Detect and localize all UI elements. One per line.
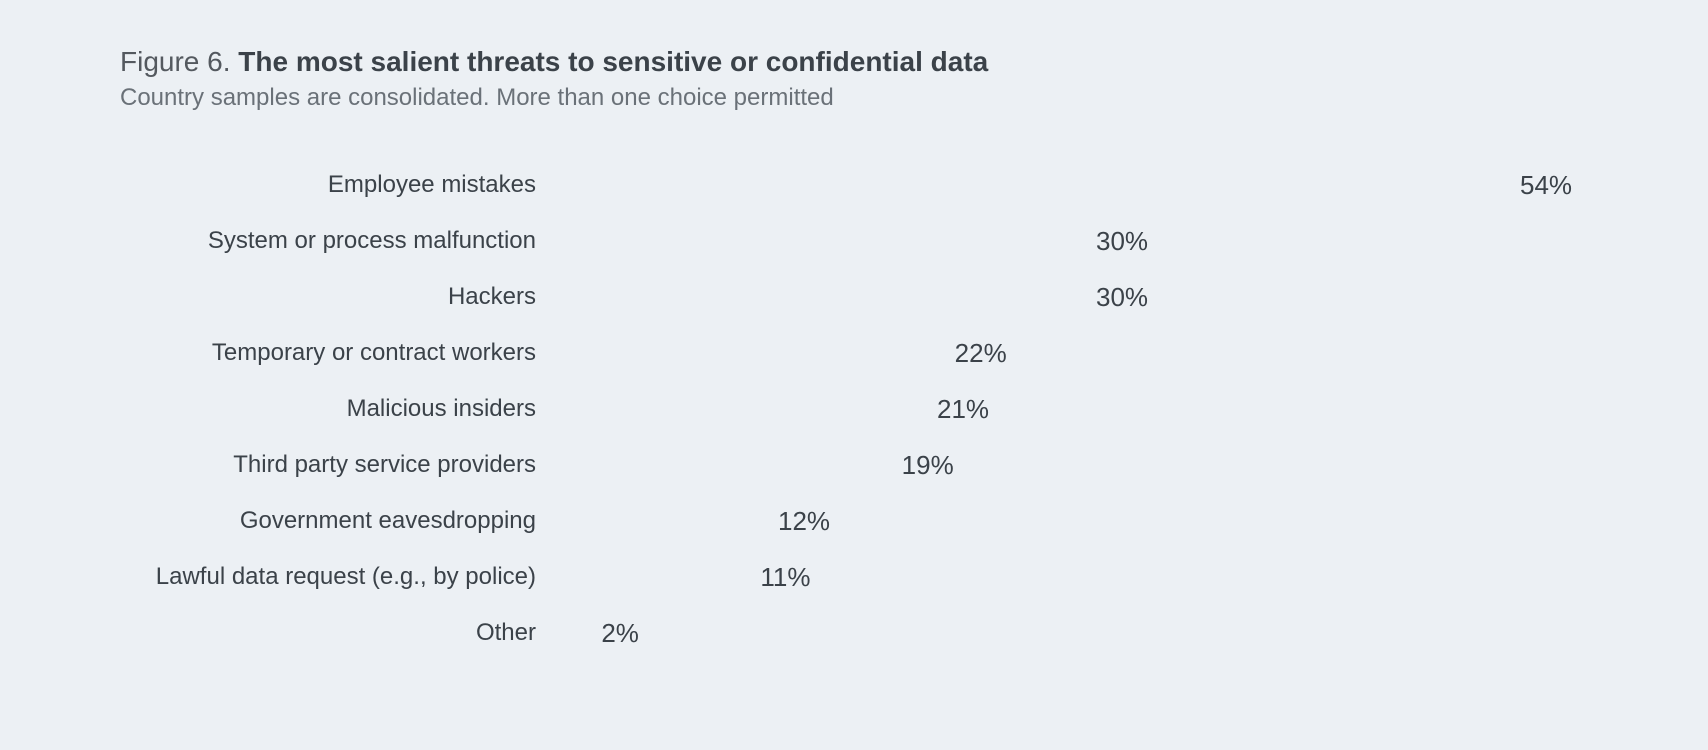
category-label: Temporary or contract workers (120, 339, 550, 367)
bar-area: 30% (550, 226, 1610, 257)
chart-row: Temporary or contract workers 22% (120, 336, 1638, 370)
figure-subtitle: Country samples are consolidated. More t… (120, 84, 1638, 112)
category-label: Government eavesdropping (120, 507, 550, 535)
category-label: System or process malfunction (120, 227, 550, 255)
chart-row: Hackers 30% (120, 280, 1638, 314)
figure-prefix: Figure 6. (120, 46, 238, 77)
bar-area: 30% (550, 282, 1610, 313)
chart-row: System or process malfunction 30% (120, 224, 1638, 258)
value-label: 54% (1504, 170, 1572, 201)
figure-title-line: Figure 6. The most salient threats to se… (120, 44, 1638, 80)
bar-area: 22% (550, 338, 1610, 369)
bar-area: 21% (550, 394, 1610, 425)
value-label: 30% (1080, 282, 1148, 313)
value-label: 2% (585, 618, 639, 649)
chart-row: Third party service providers 19% (120, 448, 1638, 482)
figure-title: The most salient threats to sensitive or… (238, 46, 988, 77)
bar-chart: Employee mistakes 54% System or process ma… (120, 168, 1638, 650)
chart-panel: Figure 6. The most salient threats to se… (0, 0, 1708, 750)
bar-area: 19% (550, 450, 1610, 481)
chart-row: Government eavesdropping 12% (120, 504, 1638, 538)
value-label: 11% (744, 562, 810, 593)
chart-row: Malicious insiders 21% (120, 392, 1638, 426)
chart-row: Other 2% (120, 616, 1638, 650)
bar-area: 2% (550, 618, 1610, 649)
category-label: Employee mistakes (120, 171, 550, 199)
chart-row: Employee mistakes 54% (120, 168, 1638, 202)
category-label: Lawful data request (e.g., by police) (120, 563, 550, 591)
bar-area: 12% (550, 506, 1610, 537)
bar-area: 54% (550, 170, 1610, 201)
category-label: Malicious insiders (120, 395, 550, 423)
category-label: Other (120, 619, 550, 647)
value-label: 30% (1080, 226, 1148, 257)
chart-row: Lawful data request (e.g., by police) 11% (120, 560, 1638, 594)
value-label: 21% (921, 394, 989, 425)
value-label: 22% (939, 338, 1007, 369)
value-label: 19% (886, 450, 954, 481)
bar-area: 11% (550, 562, 1610, 593)
value-label: 12% (762, 506, 830, 537)
category-label: Hackers (120, 283, 550, 311)
chart-header: Figure 6. The most salient threats to se… (120, 44, 1638, 112)
category-label: Third party service providers (120, 451, 550, 479)
